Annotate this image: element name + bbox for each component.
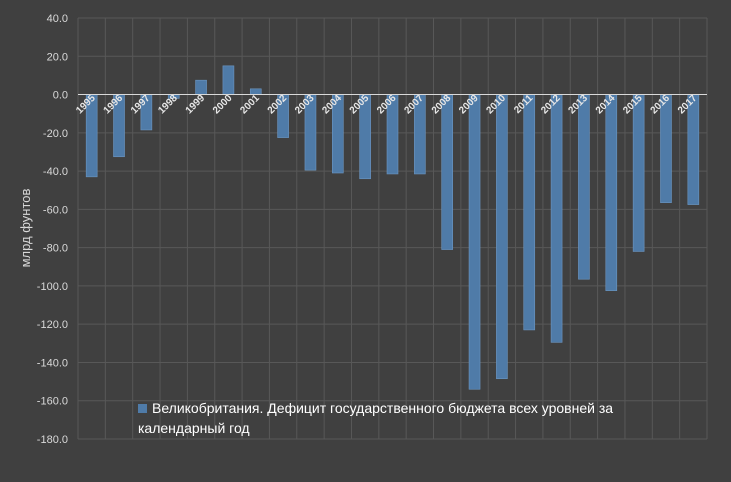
legend-swatch bbox=[138, 404, 147, 413]
y-tick-label: -120.0 bbox=[37, 319, 68, 331]
y-tick-label: -100.0 bbox=[37, 281, 68, 293]
y-tick-label: -60.0 bbox=[43, 204, 68, 216]
bar-2017 bbox=[687, 94, 700, 205]
bar-2000 bbox=[222, 65, 235, 95]
bar-series bbox=[85, 65, 700, 390]
y-tick-label: -180.0 bbox=[37, 434, 68, 446]
legend: Великобритания. Дефицит государственного… bbox=[138, 398, 658, 438]
y-tick-label: 40.0 bbox=[47, 13, 68, 25]
bar-1999 bbox=[195, 79, 207, 95]
bar-2010 bbox=[496, 94, 508, 380]
y-tick-label: -80.0 bbox=[43, 243, 68, 255]
y-tick-label: 20.0 bbox=[47, 51, 68, 63]
y-tick-label: -20.0 bbox=[43, 128, 68, 140]
y-axis-ticks: 40.0 20.0 0.0 -20.0 -40.0 -60.0 -80.0 -100.0 -12… bbox=[37, 13, 68, 446]
y-axis-label: млрд фунтов bbox=[18, 188, 33, 267]
bar-2008 bbox=[441, 94, 453, 250]
bar-2012 bbox=[550, 94, 563, 343]
bar-2016 bbox=[660, 94, 672, 203]
bar-2015 bbox=[632, 94, 645, 252]
bar-2011 bbox=[523, 94, 536, 331]
y-tick-label: -140.0 bbox=[37, 357, 68, 369]
bar-2009 bbox=[468, 94, 481, 390]
bar-2014 bbox=[605, 94, 618, 291]
y-tick-label: -160.0 bbox=[37, 396, 68, 408]
y-tick-label: -40.0 bbox=[43, 166, 68, 178]
y-tick-label: 0.0 bbox=[53, 90, 68, 102]
bar-2013 bbox=[578, 94, 590, 280]
grid-lines bbox=[77, 17, 708, 440]
legend-label: Великобритания. Дефицит государственного… bbox=[138, 400, 614, 436]
